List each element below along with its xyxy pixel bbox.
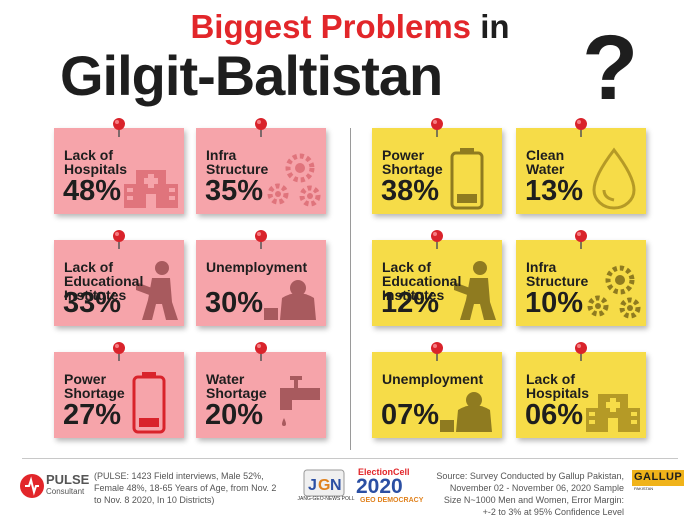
note-right-3: Lack of Educational Institutes 12%	[372, 230, 502, 326]
hospital-icon	[584, 370, 642, 434]
pulse-subtitle: Consultant	[46, 487, 85, 496]
gallup-source-note: Source: Survey Conducted by Gallup Pakis…	[436, 471, 624, 517]
gallup-logo	[632, 470, 684, 486]
pushpin-icon	[255, 118, 267, 137]
pushpin-icon	[575, 118, 587, 137]
note-value: 38%	[381, 175, 440, 207]
question-mark: ?	[582, 17, 639, 119]
pushpin-icon	[575, 230, 587, 249]
note-label: Water Shortage	[206, 371, 267, 401]
note-label: Power Shortage	[64, 371, 125, 401]
title-region: Gilgit-Baltistan	[60, 44, 443, 107]
low-battery-icon	[440, 146, 498, 210]
note-value: 33%	[63, 287, 122, 319]
pushpin-icon	[431, 118, 443, 137]
pulse-survey-note: (PULSE: 1423 Field interviews, Male 52%,…	[94, 471, 277, 505]
note-label: Lack of Educational Institutes	[64, 259, 144, 303]
note-value: 07%	[381, 399, 440, 431]
note-label: Lack of Hospitals	[64, 147, 128, 177]
reading-person-icon	[122, 258, 180, 322]
water-drop-icon	[584, 146, 642, 210]
note-label: Power Shortage	[382, 147, 443, 177]
note-label: Clean Water	[526, 147, 565, 177]
worried-man-icon	[264, 258, 322, 322]
pulse-name: PULSE	[46, 472, 90, 487]
note-left-3: Lack of Educational Institutes 33%	[54, 230, 184, 326]
note-value: 12%	[381, 287, 440, 319]
title-in: in	[471, 8, 510, 45]
note-value: 35%	[205, 175, 264, 207]
note-value: 20%	[205, 399, 264, 431]
pulse-logo-icon	[20, 474, 44, 498]
note-value: 27%	[63, 399, 122, 431]
pushpin-icon	[575, 342, 587, 361]
hospital-icon	[122, 146, 180, 210]
note-right-4: Infra Structure 10%	[516, 230, 646, 326]
note-value: 48%	[63, 175, 122, 207]
low-battery-icon	[122, 370, 180, 434]
note-value: 30%	[205, 287, 264, 319]
geo-democracy-label: GEO DEMOCRACY	[360, 497, 424, 504]
faucet-icon	[264, 370, 322, 434]
note-label: Lack of Hospitals	[526, 371, 590, 401]
svg-text:J: J	[308, 477, 317, 494]
gears-icon	[584, 258, 642, 322]
note-right-5: Unemployment 07%	[372, 342, 502, 438]
note-label: Infra Structure	[206, 147, 269, 177]
note-label: Lack of Educational Institutes	[382, 259, 462, 303]
footer-divider	[22, 458, 678, 459]
note-label: Unemployment	[382, 371, 484, 387]
gallup-name: GALLUP	[634, 471, 683, 483]
note-value: 13%	[525, 175, 584, 207]
jgn-poll-logo-icon: J G N	[303, 469, 345, 497]
note-right-6: Lack of Hospitals 06%	[516, 342, 646, 438]
pushpin-icon	[113, 118, 125, 137]
pushpin-icon	[113, 230, 125, 249]
gallup-subtitle: PAKISTAN	[634, 486, 654, 491]
title-line-1: Biggest Problems in	[0, 8, 700, 46]
election-cell-year: 2020	[356, 475, 403, 498]
note-left-4: Unemployment 30%	[196, 230, 326, 326]
pushpin-icon	[255, 230, 267, 249]
column-divider	[350, 128, 351, 450]
jgn-caption: JANG-GEO-NEWS POLL	[297, 496, 355, 502]
worried-man-icon	[440, 370, 498, 434]
pushpin-icon	[431, 230, 443, 249]
pushpin-icon	[255, 342, 267, 361]
pushpin-icon	[431, 342, 443, 361]
note-value: 06%	[525, 399, 584, 431]
title-highlight: Biggest Problems	[190, 8, 472, 45]
note-left-5: Power Shortage 27%	[54, 342, 184, 438]
note-label: Infra Structure	[526, 259, 589, 289]
svg-text:N: N	[330, 477, 342, 494]
svg-text:G: G	[318, 477, 330, 494]
note-right-1: Power Shortage 38%	[372, 118, 502, 214]
note-value: 10%	[525, 287, 584, 319]
note-right-2: Clean Water 13%	[516, 118, 646, 214]
gears-icon	[264, 146, 322, 210]
note-left-1: Lack of Hospitals 48%	[54, 118, 184, 214]
note-left-2: Infra Structure 35%	[196, 118, 326, 214]
reading-person-icon	[440, 258, 498, 322]
pushpin-icon	[113, 342, 125, 361]
election-cell-label: ElectionCell	[358, 467, 410, 477]
note-left-6: Water Shortage 20%	[196, 342, 326, 438]
note-label: Unemployment	[206, 259, 308, 275]
